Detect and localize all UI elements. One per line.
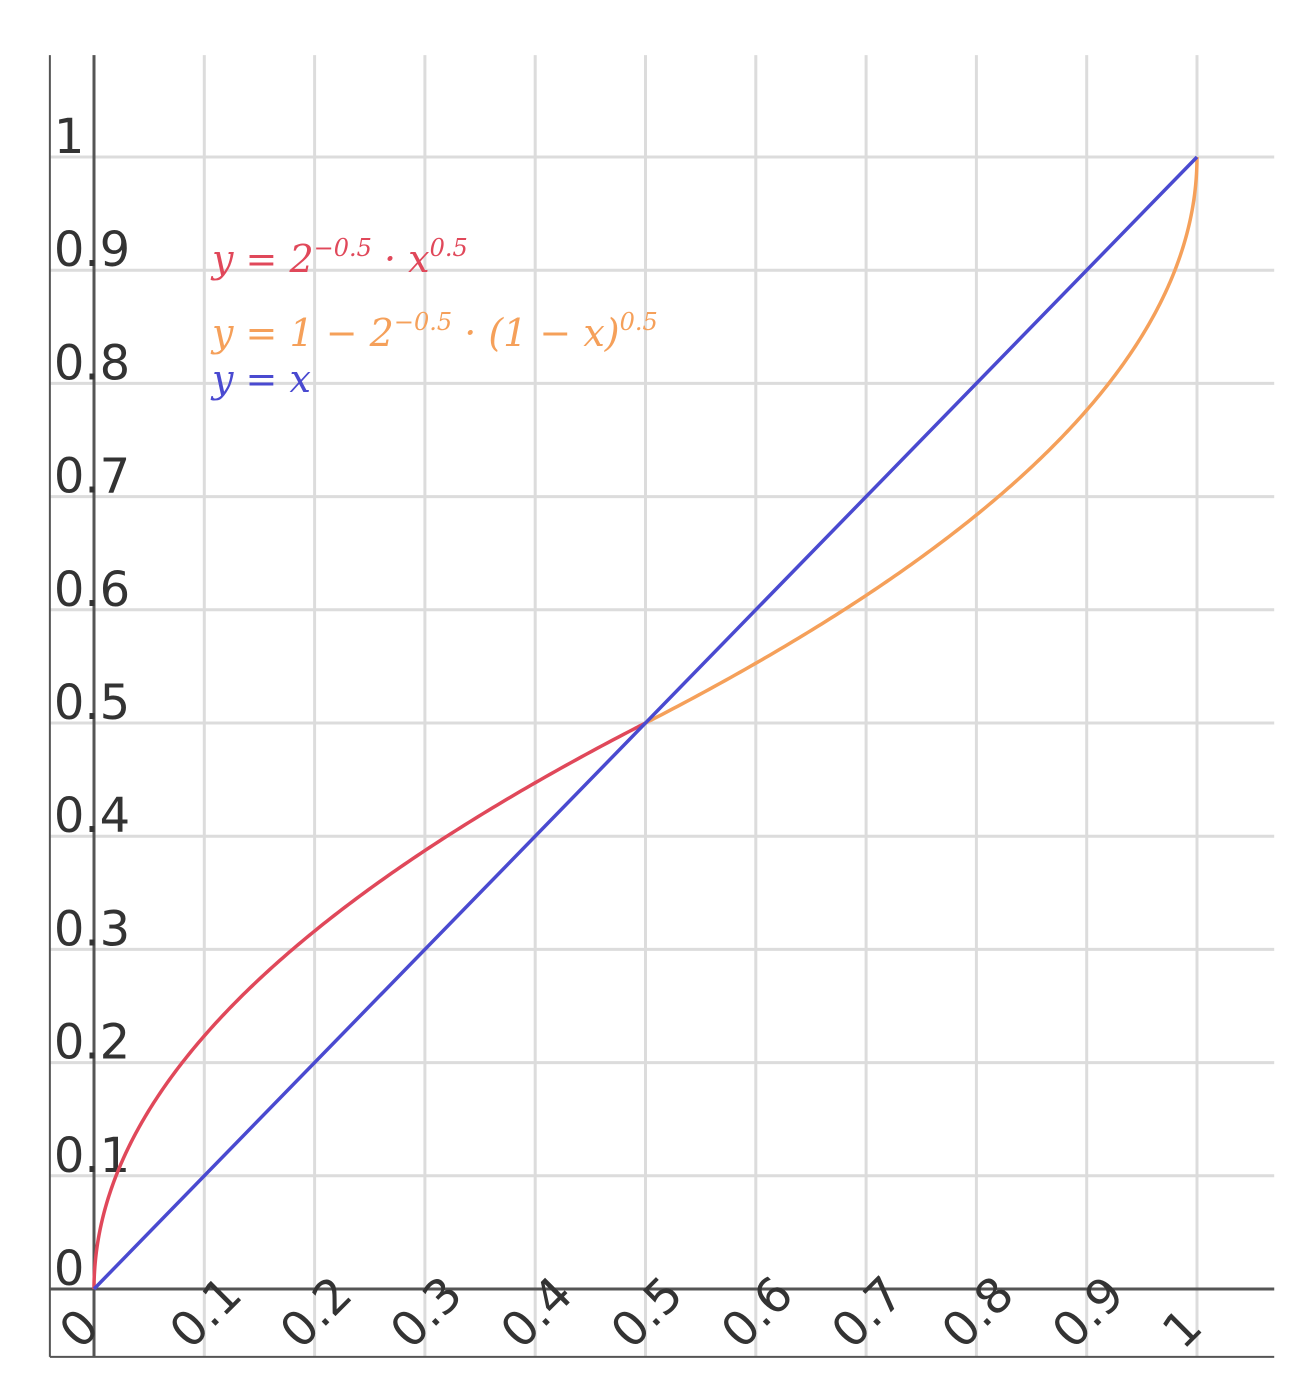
legend: y = 2−0.5 · x0.5y = 1 − 2−0.5 · (1 − x)0…	[210, 234, 658, 401]
x-tick-label: 0	[49, 1298, 110, 1359]
series-line-2	[644, 156, 1199, 725]
x-tick-label: 0.5	[600, 1266, 694, 1360]
y-tick-label: 0.2	[54, 1015, 130, 1071]
y-tick-label: 1	[54, 109, 85, 165]
legend-entry-2: y = 1 − 2−0.5 · (1 − x)0.5	[210, 308, 658, 355]
legend-term: y = 1 − 2	[210, 311, 394, 355]
x-tick-labels: 0 0.1 0.2 0.3 0.4 0.5 0.6 0.7 0.8 0.9 1	[49, 1266, 1213, 1360]
x-tick-label: 0.2	[269, 1266, 363, 1360]
x-tick-label: 0.1	[159, 1266, 253, 1360]
y-tick-label: 0	[54, 1241, 85, 1297]
series-lines	[92, 155, 1199, 1291]
x-tick-label: 1	[1152, 1298, 1213, 1359]
y-tick-label: 0.7	[54, 449, 130, 505]
x-tick-label: 0.6	[711, 1266, 805, 1360]
x-tick-label: 0.7	[821, 1266, 915, 1360]
legend-entry-3: y = x	[210, 357, 311, 401]
y-tick-label: 0.5	[54, 675, 130, 731]
y-tick-label: 0.3	[54, 901, 130, 957]
x-tick-label: 0.8	[931, 1266, 1025, 1360]
x-tick-label: 0.9	[1042, 1266, 1136, 1360]
legend-entry-1: y = 2−0.5 · x0.5	[210, 234, 468, 281]
legend-exponent: −0.5	[394, 308, 452, 336]
legend-exponent: 0.5	[620, 308, 658, 336]
y-tick-labels: 0 0.1 0.2 0.3 0.4 0.5 0.6 0.7 0.8 0.9 1	[54, 109, 130, 1297]
legend-exponent: 0.5	[430, 234, 468, 262]
series-line-3	[92, 155, 1199, 1291]
x-tick-label: 0.3	[380, 1266, 474, 1360]
y-tick-label: 0.1	[54, 1128, 130, 1184]
y-tick-label: 0.8	[54, 335, 130, 391]
y-tick-label: 0.4	[54, 788, 130, 844]
legend-term: y = x	[210, 357, 311, 401]
legend-term: · x	[372, 237, 430, 281]
y-tick-label: 0.6	[54, 562, 130, 618]
series-line-1	[92, 721, 647, 1290]
y-tick-label: 0.9	[54, 222, 130, 278]
legend-exponent: −0.5	[314, 234, 372, 262]
legend-term: · (1 − x)	[452, 311, 620, 355]
axes	[48, 55, 1275, 1358]
legend-term: y = 2	[210, 237, 314, 281]
x-tick-label: 0.4	[490, 1266, 584, 1360]
